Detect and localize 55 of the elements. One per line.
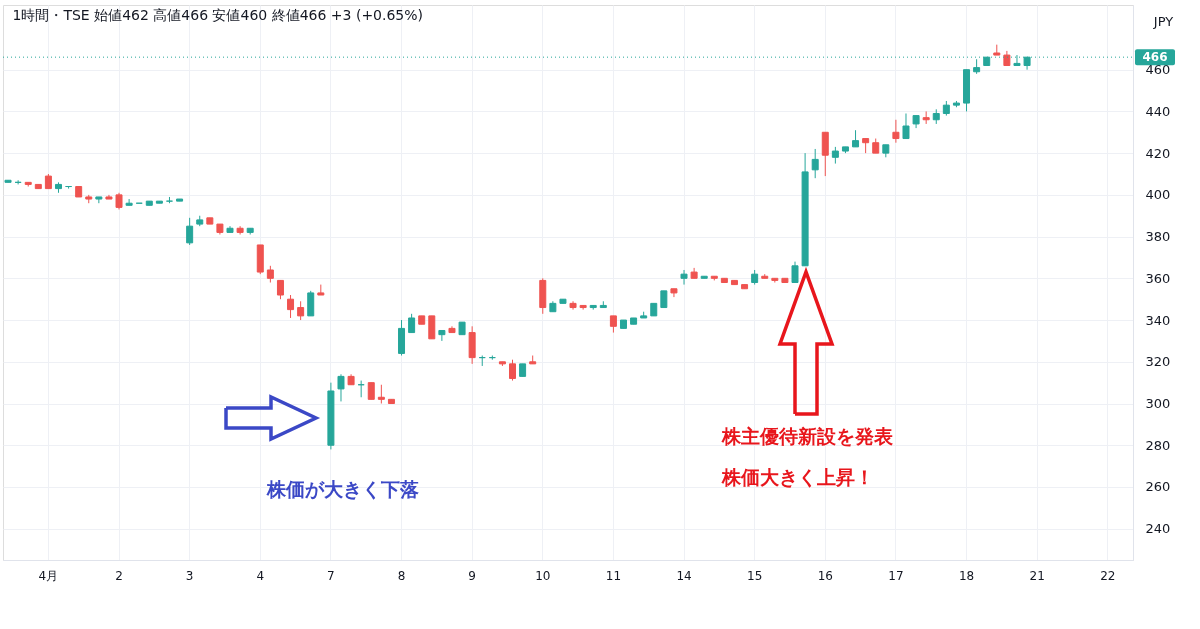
candlestick: [428, 315, 436, 340]
chart-title: 1時間・TSE 始値462 高値466 安値460 終値466 +3 (+0.65%): [12, 7, 424, 23]
candlestick: [297, 300, 305, 321]
y-tick-label: 240: [1145, 521, 1171, 537]
candlestick: [236, 225, 244, 236]
x-tick-label: 15: [747, 568, 763, 583]
y-tick-label: 360: [1145, 270, 1171, 286]
annotation: 株主優待新設を発表: [721, 425, 894, 447]
x-tick-label: 8: [397, 568, 406, 583]
y-tick-label: 420: [1145, 145, 1171, 161]
x-tick-label: 16: [817, 568, 833, 583]
y-tick-label: 440: [1145, 103, 1171, 119]
x-tick-label: 11: [605, 568, 622, 583]
x-tick-label: 2: [115, 568, 123, 583]
candlestick: [509, 359, 517, 382]
candlestick: [287, 294, 295, 319]
candlestick: [186, 217, 194, 246]
candlestick: [125, 198, 133, 206]
candlestick: [276, 279, 284, 300]
x-tick-label: 4月: [38, 568, 59, 583]
candlestick: [680, 269, 688, 286]
candlestick: [569, 300, 577, 311]
y-axis-title: JPY: [1152, 13, 1174, 29]
candlestick: [337, 373, 345, 402]
y-tick-label: 460: [1145, 62, 1171, 78]
x-tick-label: 22: [1100, 568, 1116, 583]
x-tick-label: 17: [888, 568, 904, 583]
ref-line-label: 466: [1142, 50, 1168, 65]
y-tick-label: 400: [1145, 187, 1171, 203]
y-tick-label: 320: [1145, 354, 1171, 370]
x-tick-label: 18: [958, 568, 975, 583]
y-tick-label: 280: [1145, 437, 1171, 453]
annotation: 株価大きく上昇！: [721, 466, 874, 488]
annotation: 株価が大きく下落: [266, 478, 419, 500]
candlestick: [579, 304, 587, 311]
x-tick-label: 3: [185, 568, 194, 583]
y-tick-label: 260: [1145, 479, 1171, 495]
candlestick: [902, 113, 910, 140]
candlestick: [307, 290, 315, 317]
y-tick-label: 340: [1145, 312, 1171, 328]
candlestick: [791, 261, 799, 283]
x-tick-label: 4: [256, 568, 265, 583]
candlestick: [408, 313, 416, 334]
x-tick-label: 9: [468, 568, 476, 583]
x-tick-label: 14: [676, 568, 692, 583]
candlestick: [811, 148, 819, 179]
x-tick-label: 21: [1029, 568, 1045, 583]
y-tick-label: 300: [1145, 396, 1171, 412]
candlestick: [438, 329, 446, 342]
candlestick: [377, 384, 385, 405]
candlestick: [821, 131, 829, 177]
y-tick-label: 380: [1145, 229, 1171, 245]
x-tick-label: 7: [327, 568, 335, 583]
x-tick-label: 10: [535, 568, 551, 583]
candlestick: [892, 119, 900, 144]
